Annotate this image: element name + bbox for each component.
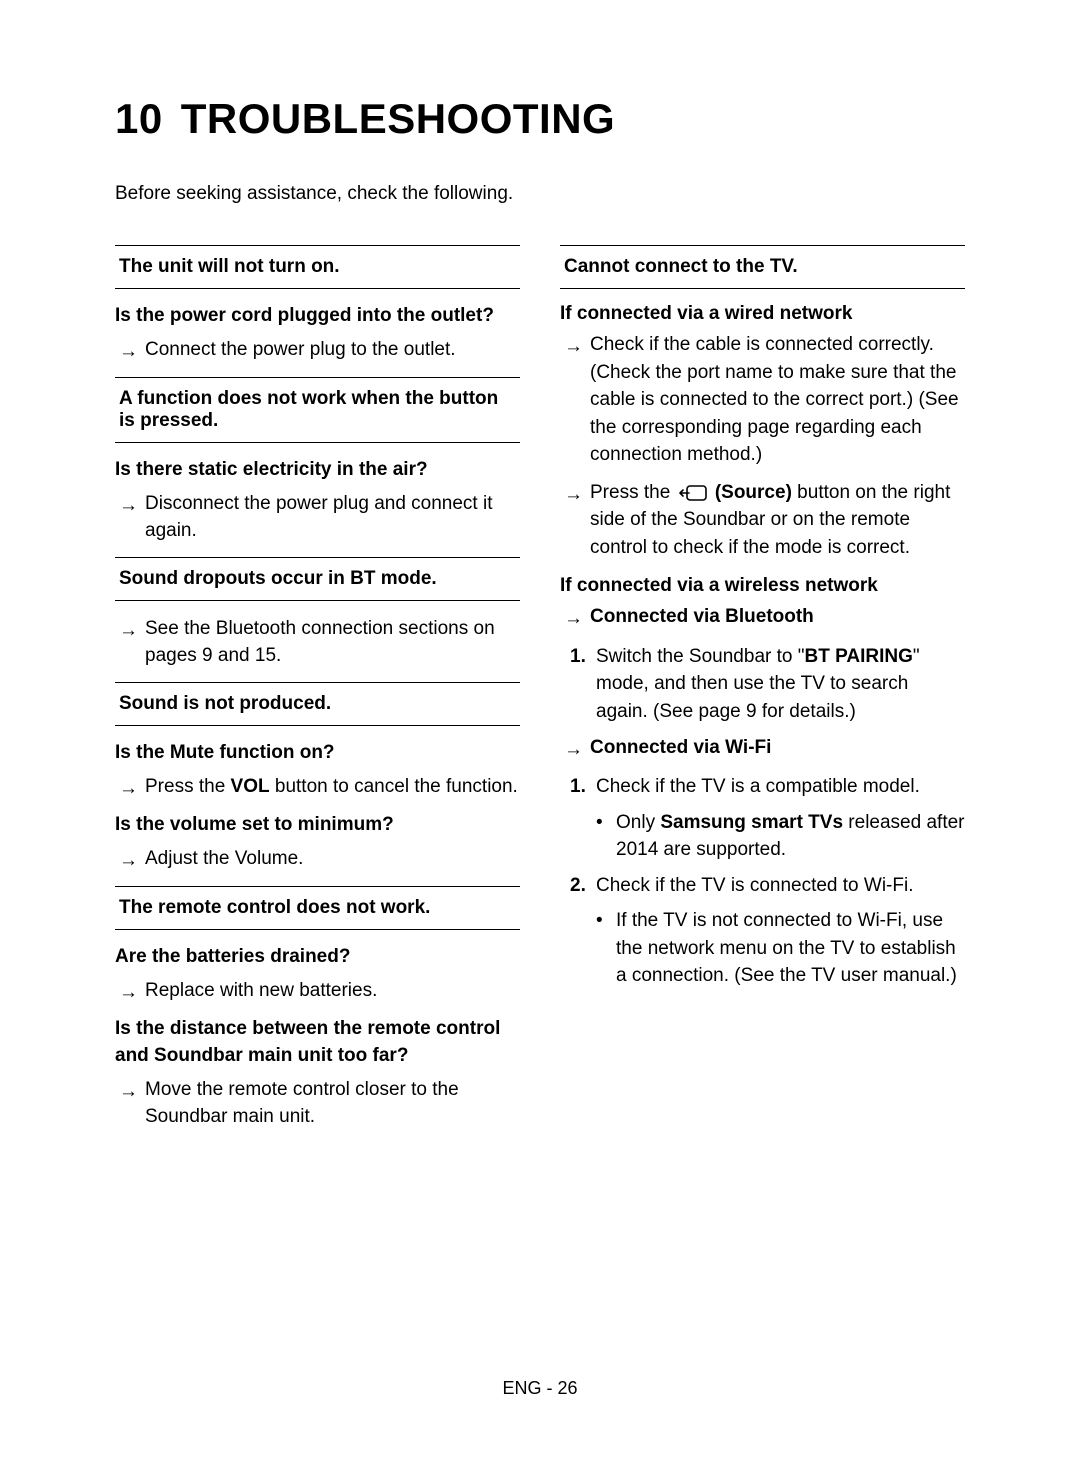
text-part: Press the xyxy=(590,482,676,503)
answer-text: Replace with new batteries. xyxy=(145,977,520,1005)
intro-text: Before seeking assistance, check the fol… xyxy=(115,183,965,205)
section-header: Sound is not produced. xyxy=(115,682,520,726)
bullet-text: Only Samsung smart TVs released after 20… xyxy=(616,809,965,864)
answer-item: → Disconnect the power plug and connect … xyxy=(115,490,520,545)
text-bold: Samsung smart TVs xyxy=(660,812,843,833)
arrow-icon: → xyxy=(564,734,590,764)
number-marker: 1. xyxy=(570,773,596,801)
numbered-item: 1. Switch the Soundbar to "BT PAIRING" m… xyxy=(560,643,965,726)
section-header: The remote control does not work. xyxy=(115,886,520,930)
arrow-icon: → xyxy=(119,336,145,366)
page-content: 10 TROUBLESHOOTING Before seeking assista… xyxy=(0,0,1080,1141)
bullet-marker: • xyxy=(596,907,616,935)
question: Is there static electricity in the air? xyxy=(115,457,520,484)
answer-text: Press the VOL button to cancel the funct… xyxy=(145,773,520,801)
numbered-item: 2. Check if the TV is connected to Wi-Fi… xyxy=(560,872,965,900)
question: Is the power cord plugged into the outle… xyxy=(115,303,520,330)
answer-text: Connected via Bluetooth xyxy=(590,603,965,631)
answer-item: → Connect the power plug to the outlet. xyxy=(115,336,520,366)
bullet-text: If the TV is not connected to Wi-Fi, use… xyxy=(616,907,965,990)
numbered-text: Check if the TV is connected to Wi-Fi. xyxy=(596,872,965,900)
answer-item: → Move the remote control closer to the … xyxy=(115,1076,520,1131)
bullet-marker: • xyxy=(596,809,616,837)
bullet-item: • If the TV is not connected to Wi-Fi, u… xyxy=(560,907,965,990)
answer-text: Adjust the Volume. xyxy=(145,845,520,873)
text-bold: BT PAIRING xyxy=(804,646,912,667)
chapter-name: TROUBLESHOOTING xyxy=(181,95,616,142)
numbered-text: Check if the TV is a compatible model. xyxy=(596,773,965,801)
section-header: A function does not work when the button… xyxy=(115,377,520,443)
answer-text: Check if the cable is connected correctl… xyxy=(590,331,965,469)
answer-item: → Connected via Wi-Fi xyxy=(560,734,965,764)
arrow-icon: → xyxy=(564,479,590,509)
answer-item: → Replace with new batteries. xyxy=(115,977,520,1007)
arrow-icon: → xyxy=(119,977,145,1007)
arrow-icon: → xyxy=(564,603,590,633)
text-bold: (Source) xyxy=(710,482,792,503)
chapter-title: 10 TROUBLESHOOTING xyxy=(115,95,965,143)
right-column: Cannot connect to the TV. If connected v… xyxy=(560,245,965,1141)
answer-text: Connected via Wi-Fi xyxy=(590,734,965,762)
answer-item: → Connected via Bluetooth xyxy=(560,603,965,633)
arrow-icon: → xyxy=(119,615,145,645)
answer-item: → See the Bluetooth connection sections … xyxy=(115,615,520,670)
sub-heading: If connected via a wireless network xyxy=(560,575,965,597)
question: Is the volume set to minimum? xyxy=(115,812,520,839)
text-part: Press the xyxy=(145,776,231,797)
text-part: button to cancel the function. xyxy=(270,776,518,797)
answer-item: → Press the (Source) button on the right… xyxy=(560,479,965,562)
page-footer: ENG - 26 xyxy=(0,1378,1080,1399)
answer-item: → Press the VOL button to cancel the fun… xyxy=(115,773,520,803)
section-header: Sound dropouts occur in BT mode. xyxy=(115,557,520,601)
number-marker: 2. xyxy=(570,872,596,900)
section-header: The unit will not turn on. xyxy=(115,245,520,289)
arrow-icon: → xyxy=(119,490,145,520)
text-part: Only xyxy=(616,812,660,833)
answer-text: Connect the power plug to the outlet. xyxy=(145,336,520,364)
left-column: The unit will not turn on. Is the power … xyxy=(115,245,520,1141)
answer-text: Disconnect the power plug and connect it… xyxy=(145,490,520,545)
question: Are the batteries drained? xyxy=(115,944,520,971)
question: Is the distance between the remote contr… xyxy=(115,1016,520,1069)
sub-heading: If connected via a wired network xyxy=(560,303,965,325)
answer-item: → Check if the cable is connected correc… xyxy=(560,331,965,469)
chapter-number: 10 xyxy=(115,95,163,142)
arrow-icon: → xyxy=(119,1076,145,1106)
arrow-icon: → xyxy=(119,845,145,875)
question: Is the Mute function on? xyxy=(115,740,520,767)
numbered-text: Switch the Soundbar to "BT PAIRING" mode… xyxy=(596,643,965,726)
section-header: Cannot connect to the TV. xyxy=(560,245,965,289)
answer-text: Move the remote control closer to the So… xyxy=(145,1076,520,1131)
two-column-layout: The unit will not turn on. Is the power … xyxy=(115,245,965,1141)
answer-text: Press the (Source) button on the right s… xyxy=(590,479,965,562)
number-marker: 1. xyxy=(570,643,596,671)
text-bold: VOL xyxy=(231,776,270,797)
source-icon xyxy=(678,484,708,502)
numbered-item: 1. Check if the TV is a compatible model… xyxy=(560,773,965,801)
arrow-icon: → xyxy=(119,773,145,803)
arrow-icon: → xyxy=(564,331,590,361)
text-part: Switch the Soundbar to " xyxy=(596,646,804,667)
answer-item: → Adjust the Volume. xyxy=(115,845,520,875)
answer-text: See the Bluetooth connection sections on… xyxy=(145,615,520,670)
bullet-item: • Only Samsung smart TVs released after … xyxy=(560,809,965,864)
